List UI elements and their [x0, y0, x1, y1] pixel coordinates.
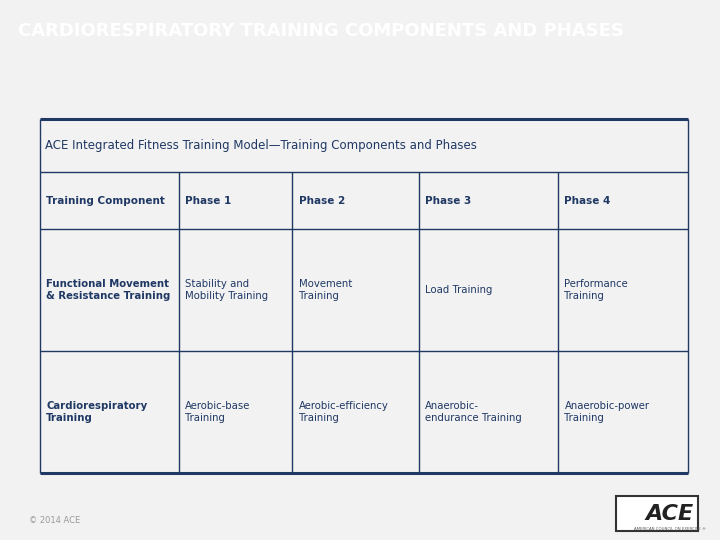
Text: Anaerobic-power
Training: Anaerobic-power Training	[564, 401, 649, 423]
Text: Performance
Training: Performance Training	[564, 279, 629, 301]
Text: ACE: ACE	[645, 504, 694, 524]
Text: CARDIORESPIRATORY TRAINING COMPONENTS AND PHASES: CARDIORESPIRATORY TRAINING COMPONENTS AN…	[18, 22, 624, 40]
Text: Functional Movement
& Resistance Training: Functional Movement & Resistance Trainin…	[46, 279, 171, 301]
Text: Movement
Training: Movement Training	[299, 279, 352, 301]
Text: Training Component: Training Component	[46, 195, 165, 206]
Text: Aerobic-base
Training: Aerobic-base Training	[185, 401, 251, 423]
Text: Aerobic-efficiency
Training: Aerobic-efficiency Training	[299, 401, 389, 423]
Text: Phase 1: Phase 1	[185, 195, 232, 206]
Text: Stability and
Mobility Training: Stability and Mobility Training	[185, 279, 269, 301]
Text: Cardiorespiratory
Training: Cardiorespiratory Training	[46, 401, 148, 423]
Text: Load Training: Load Training	[425, 285, 492, 295]
Text: ACE Integrated Fitness Training Model—Training Components and Phases: ACE Integrated Fitness Training Model—Tr…	[45, 139, 477, 152]
Text: AMERICAN COUNCIL ON EXERCISE ®: AMERICAN COUNCIL ON EXERCISE ®	[634, 528, 706, 531]
Text: Phase 3: Phase 3	[425, 195, 472, 206]
Text: Phase 4: Phase 4	[564, 195, 611, 206]
Text: Anaerobic-
endurance Training: Anaerobic- endurance Training	[425, 401, 522, 423]
Text: © 2014 ACE: © 2014 ACE	[29, 516, 80, 525]
Text: Phase 2: Phase 2	[299, 195, 345, 206]
FancyBboxPatch shape	[616, 496, 698, 531]
